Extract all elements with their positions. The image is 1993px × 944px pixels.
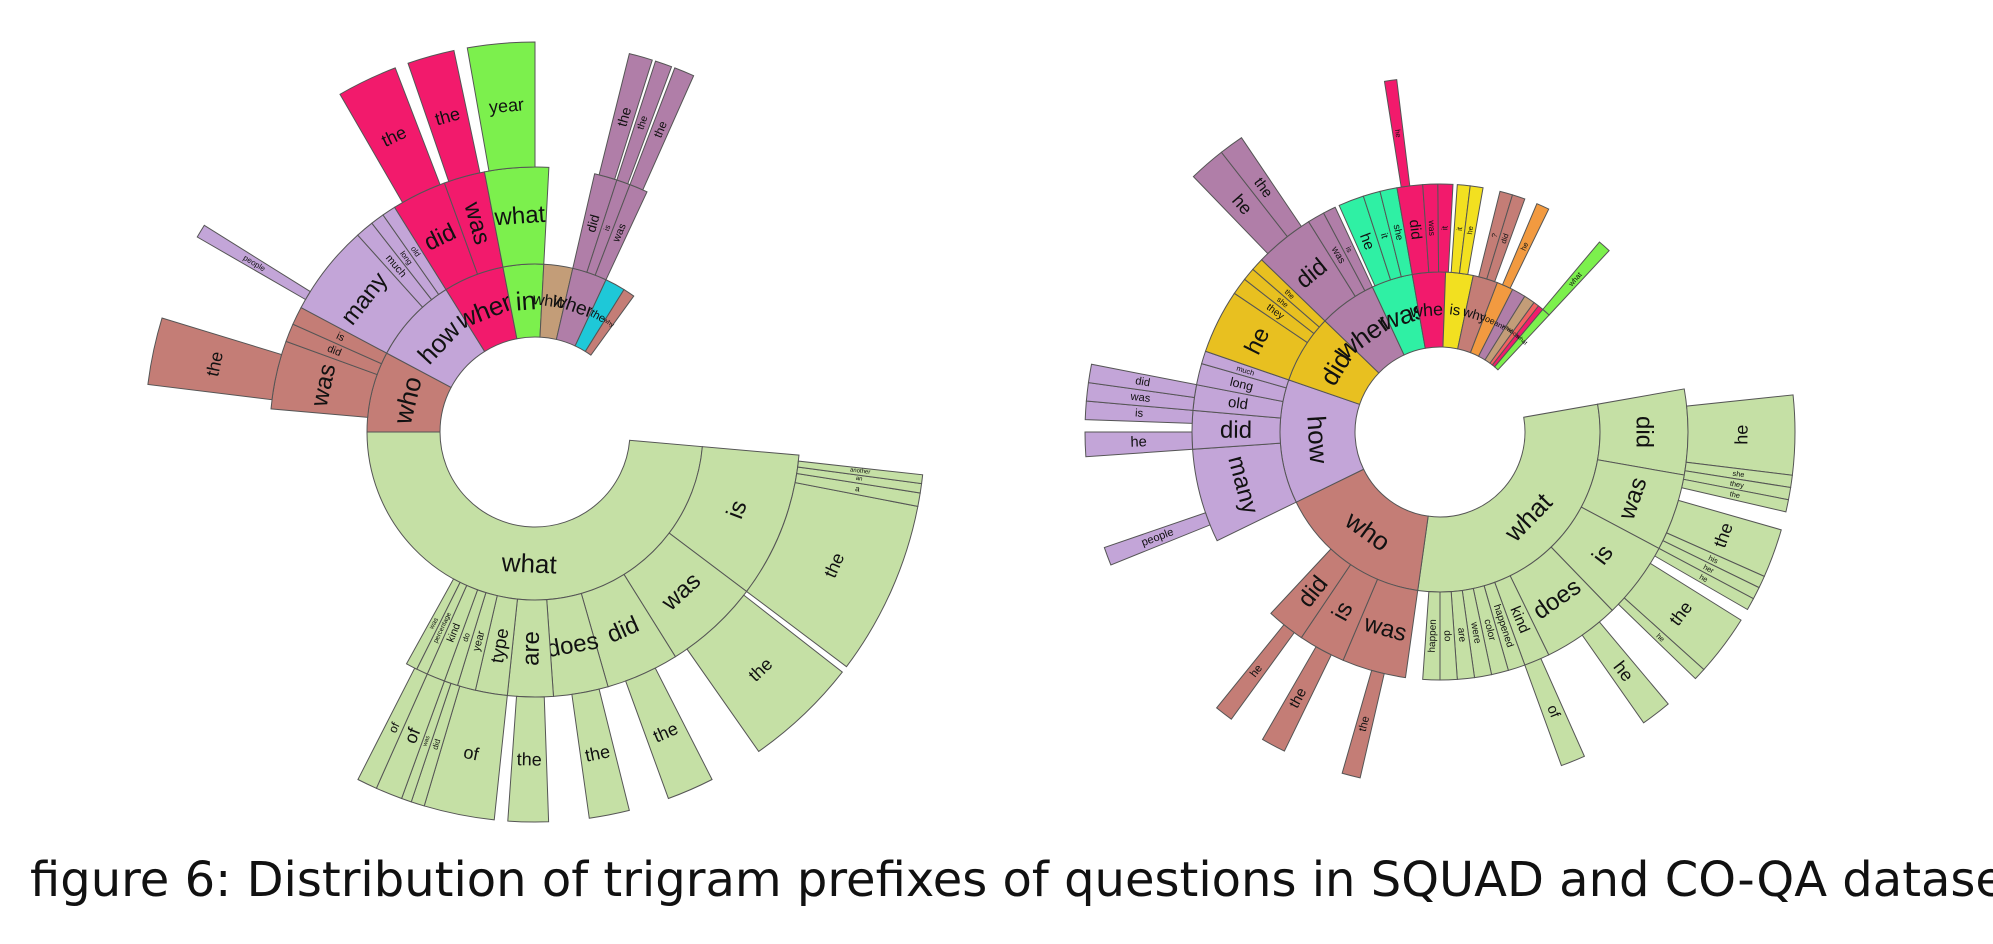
segment-c1-2-2-old-label: old bbox=[1227, 394, 1249, 414]
segment-c1-1-2-0-he-label: he bbox=[1248, 663, 1265, 680]
segment-c1-14-0-what bbox=[1542, 241, 1610, 316]
segment-c0-0-6-year-label: year bbox=[471, 629, 488, 652]
segment-c0-2-0-0-people bbox=[196, 224, 311, 301]
segment-c1-0-1-3-he-label: he bbox=[1698, 572, 1710, 584]
segment-c0-0-0-3-another-label: another bbox=[850, 467, 871, 475]
segment-c0-0-2-0-the bbox=[624, 667, 713, 800]
squad-sunburst: whatistheaananotherwasthedidthedoesthear… bbox=[147, 41, 924, 823]
segment-c1-6-0-0-he-label: he bbox=[1393, 129, 1403, 138]
segment-c0-4-in-label: in bbox=[515, 285, 537, 316]
segment-c1-2-how-label: how bbox=[1301, 415, 1334, 465]
segment-c0-6-2-0-the-label: the bbox=[651, 119, 670, 140]
segment-c0-1-1-did-label: did bbox=[325, 343, 343, 359]
segment-c1-5-0-he-label: he bbox=[1356, 231, 1378, 253]
segment-c0-0-4-are-label: are bbox=[517, 631, 545, 666]
segment-c0-3-0-0-the bbox=[339, 67, 441, 204]
segment-c0-0-0-3-another bbox=[797, 460, 924, 485]
segment-c1-0-10-happen-label: happen bbox=[1427, 619, 1439, 653]
segment-c0-8-why bbox=[584, 288, 635, 356]
segment-c0-0-what-label: what bbox=[500, 547, 558, 579]
segment-c0-0-0-2-an-label: an bbox=[855, 476, 862, 483]
segment-c1-5-2-she-label: she bbox=[1391, 223, 1405, 241]
segment-c1-7-1-he-label: he bbox=[1465, 225, 1475, 235]
segment-c1-0-0-1-she-label: she bbox=[1732, 469, 1745, 480]
segment-c0-1-0-0-the bbox=[147, 317, 283, 401]
segment-c1-1-2-0-he bbox=[1215, 624, 1295, 720]
segment-c1-8-0-q-label: ? bbox=[1490, 232, 1500, 238]
segment-c1-9-0-he bbox=[1501, 203, 1550, 289]
segment-c0-4-0-what-label: what bbox=[493, 201, 547, 232]
segment-c1-0-1-1-his-label: his bbox=[1707, 553, 1720, 565]
segment-c1-2-1-did-label: did bbox=[1220, 417, 1252, 444]
segment-c1-6-0-0-he bbox=[1383, 79, 1411, 188]
segment-c0-6-0-0-the bbox=[598, 52, 653, 180]
segment-c1-0-0-0-he-label: he bbox=[1731, 425, 1751, 445]
segment-c1-0-0-3-the-label: the bbox=[1729, 489, 1741, 500]
segment-c0-0-7-do-label: do bbox=[461, 631, 473, 643]
segment-c0-0-6-1-was-label: was bbox=[422, 735, 432, 748]
segment-c1-2-3-0-was-label: was bbox=[1129, 391, 1151, 405]
segment-c1-0-3-0-he bbox=[1581, 621, 1669, 724]
segment-c0-6-1-0-the bbox=[616, 60, 673, 185]
segment-c1-13-is-label: is bbox=[1514, 333, 1521, 340]
segment-c0-0-4-0-the bbox=[507, 695, 550, 823]
segment-c1-0-10-happen bbox=[1422, 591, 1441, 681]
segment-c0-0-3-0-the-label: the bbox=[583, 741, 611, 765]
segment-c0-0-0-1-a-label: a bbox=[855, 484, 861, 494]
segment-c0-0-1-0-the bbox=[686, 594, 844, 753]
segment-c1-2-3-long-label: long bbox=[1229, 375, 1255, 394]
segment-c1-0-0-2-they-label: they bbox=[1729, 479, 1745, 490]
segment-c1-6-1-was-label: was bbox=[1427, 219, 1438, 236]
segment-c0-6-0-0-the-label: the bbox=[614, 105, 635, 128]
segment-c0-4-0-0-year-label: year bbox=[488, 94, 525, 117]
segment-c1-0-8-are-label: are bbox=[1455, 627, 1467, 643]
segment-c1-0-7-were-label: were bbox=[1468, 620, 1483, 645]
segment-c0-6-1-is-label: is bbox=[602, 224, 612, 232]
segment-c1-8-1-did bbox=[1486, 194, 1526, 283]
segment-c1-2-1-0-he-label: he bbox=[1130, 434, 1147, 451]
segment-c1-1-0-0-the bbox=[1341, 669, 1385, 779]
segment-c1-5-1-it-label: it bbox=[1378, 232, 1390, 240]
segment-c0-6-0-did-label: did bbox=[583, 213, 602, 234]
segment-c0-3-1-0-the bbox=[407, 49, 481, 183]
segment-c1-9-0-he-label: he bbox=[1519, 241, 1531, 252]
segment-c1-2-3-1-did bbox=[1087, 363, 1198, 399]
segment-c1-2-0-0-people bbox=[1103, 512, 1211, 566]
segment-c1-2-1-0-he bbox=[1084, 431, 1194, 458]
segment-c1-0-6-color-label: color bbox=[1481, 618, 1497, 642]
segment-c1-4-2-is-label: is bbox=[1344, 245, 1355, 254]
segment-c0-0-0-2-an bbox=[796, 466, 923, 494]
segment-c1-0-2-1-he bbox=[1617, 597, 1705, 680]
segment-c1-7-is-label: is bbox=[1449, 301, 1462, 319]
segment-c0-4-0-0-year bbox=[466, 41, 536, 172]
segment-c1-0-0-did-label: did bbox=[1631, 416, 1658, 448]
segment-c0-6-1-0-the-label: the bbox=[635, 114, 650, 131]
segment-c1-4-0-1-the bbox=[1220, 136, 1303, 238]
segment-c0-0-6-0-did-label: did bbox=[431, 738, 443, 751]
segment-c0-6-2-0-the bbox=[629, 67, 695, 191]
segment-c0-0-3-0-the bbox=[571, 688, 630, 819]
figure-caption: figure 6: Distribution of trigram prefix… bbox=[30, 852, 1993, 908]
segment-c0-0-5-0-of-label: of bbox=[462, 742, 482, 765]
segment-c1-1-1-0-the bbox=[1261, 646, 1332, 752]
segment-c1-6-0-did-label: did bbox=[1405, 219, 1424, 241]
segment-c1-8-1-did-label: did bbox=[1499, 232, 1511, 244]
segment-c0-0-0-0-the bbox=[745, 481, 919, 668]
sunburst-figure: whatistheaananotherwasthedidthedoesthear… bbox=[147, 41, 1796, 823]
segment-c0-0-4-0-the-label: the bbox=[517, 749, 542, 769]
segment-c1-0-9-do-label: do bbox=[1441, 630, 1452, 642]
segment-c1-7-1-he bbox=[1458, 185, 1484, 276]
segment-c1-6-2-it-label: it bbox=[1439, 225, 1449, 230]
segment-c1-2-2-0-is-label: is bbox=[1135, 407, 1144, 419]
segment-c1-1-0-0-the-label: the bbox=[1357, 715, 1372, 733]
segment-c0-0-0-1-a bbox=[794, 472, 921, 508]
segment-c1-2-3-1-did-label: did bbox=[1134, 375, 1151, 389]
segment-c1-8-why-label: why bbox=[1460, 304, 1488, 326]
segment-c1-7-0-it-label: it bbox=[1455, 226, 1464, 232]
segment-c0-0-10-was bbox=[405, 578, 461, 670]
segment-c1-6-when-label: when bbox=[1408, 298, 1453, 321]
